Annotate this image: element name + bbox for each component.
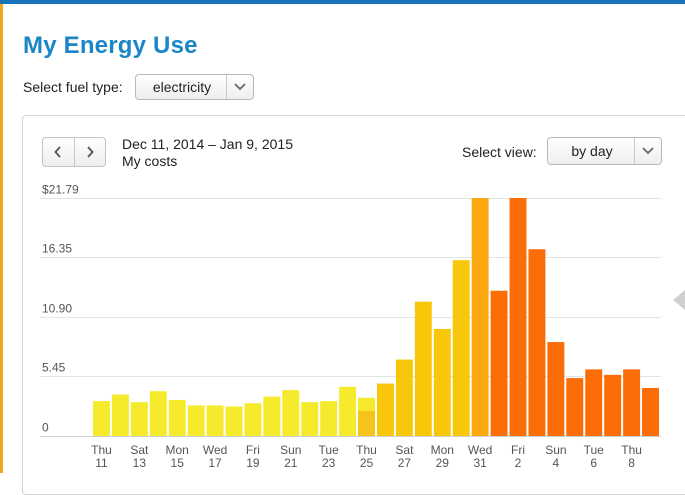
- chevron-down-icon[interactable]: [226, 75, 253, 99]
- fuel-type-value: electricity: [152, 79, 212, 95]
- y-tick-label: $21.79: [42, 183, 79, 197]
- x-tick-date: 6: [590, 456, 597, 470]
- x-tick-day: Wed: [203, 443, 227, 457]
- fuel-type-label: Select fuel type:: [23, 79, 123, 95]
- metric-label: My costs: [122, 153, 178, 169]
- x-tick-date: 8: [628, 456, 635, 470]
- x-tick-day: Sat: [395, 443, 414, 457]
- y-tick-label: 16.35: [42, 242, 72, 256]
- bar[interactable]: [452, 260, 470, 436]
- bar[interactable]: [225, 406, 243, 436]
- x-tick-date: 15: [171, 456, 185, 470]
- x-tick-day: Thu: [356, 443, 377, 457]
- x-tick-date: 21: [284, 456, 298, 470]
- bar[interactable]: [642, 387, 659, 436]
- chevron-down-icon[interactable]: [634, 138, 661, 164]
- x-tick-day: Wed: [468, 443, 492, 457]
- x-tick-day: Thu: [91, 443, 112, 457]
- x-tick-day: Tue: [319, 443, 340, 457]
- view-value: by day: [571, 143, 613, 159]
- x-tick-date: 4: [553, 456, 560, 470]
- bar[interactable]: [282, 390, 300, 436]
- bar[interactable]: [623, 369, 641, 436]
- bar[interactable]: [244, 403, 262, 436]
- bar[interactable]: [566, 378, 584, 436]
- bar[interactable]: [433, 328, 451, 436]
- bar[interactable]: [490, 290, 508, 436]
- x-tick-day: Sat: [130, 443, 149, 457]
- bar[interactable]: [339, 386, 357, 436]
- bar[interactable]: [187, 405, 205, 436]
- chevron-right-icon: [87, 146, 94, 158]
- x-axis-labels: Thu11Sat13Mon15Wed17Fri19Sun21Tue23Thu25…: [91, 443, 642, 470]
- bar[interactable]: [93, 401, 110, 436]
- x-tick-day: Fri: [511, 443, 525, 457]
- top-accent-bar: [0, 0, 685, 4]
- chevron-left-icon: [54, 146, 61, 158]
- y-tick-label: 10.90: [42, 302, 72, 316]
- x-tick-date: 2: [515, 456, 522, 470]
- y-axis-ticks: 0 5.45 10.90 16.35 $21.79: [42, 183, 79, 435]
- next-period-button[interactable]: [73, 138, 106, 166]
- bar[interactable]: [206, 405, 224, 436]
- x-tick-day: Sun: [545, 443, 566, 457]
- fuel-type-select[interactable]: electricity: [135, 74, 254, 100]
- bar-segment[interactable]: [358, 410, 375, 436]
- x-tick-date: 23: [322, 456, 336, 470]
- view-select[interactable]: by day: [547, 137, 662, 165]
- bar[interactable]: [414, 301, 432, 436]
- bar[interactable]: [509, 198, 527, 436]
- bar[interactable]: [168, 399, 186, 436]
- bar[interactable]: [471, 198, 489, 436]
- triangle-left-icon[interactable]: [673, 290, 685, 310]
- page-title: My Energy Use: [23, 32, 198, 59]
- x-tick-date: 31: [473, 456, 487, 470]
- previous-period-button[interactable]: [43, 138, 74, 166]
- x-tick-day: Sun: [280, 443, 301, 457]
- bar[interactable]: [111, 394, 129, 436]
- left-accent-bar: [0, 4, 3, 473]
- bar[interactable]: [301, 402, 319, 436]
- bar[interactable]: [395, 359, 413, 436]
- bar[interactable]: [130, 402, 148, 436]
- bar[interactable]: [149, 391, 167, 436]
- bar[interactable]: [528, 249, 546, 436]
- x-tick-day: Thu: [621, 443, 642, 457]
- x-tick-day: Fri: [246, 443, 260, 457]
- date-nav: [42, 137, 106, 167]
- x-tick-date: 13: [133, 456, 147, 470]
- bar[interactable]: [377, 383, 394, 436]
- x-tick-day: Mon: [166, 443, 189, 457]
- bars: [93, 198, 659, 436]
- date-range: Dec 11, 2014 – Jan 9, 2015: [122, 136, 293, 152]
- x-tick-date: 27: [398, 456, 412, 470]
- bar[interactable]: [320, 401, 338, 436]
- x-tick-day: Tue: [584, 443, 605, 457]
- x-tick-date: 29: [436, 456, 450, 470]
- x-tick-date: 17: [208, 456, 222, 470]
- x-tick-date: 25: [360, 456, 374, 470]
- x-tick-day: Mon: [431, 443, 454, 457]
- view-label: Select view:: [462, 144, 537, 160]
- bar[interactable]: [585, 369, 603, 436]
- bar[interactable]: [547, 342, 565, 436]
- x-tick-date: 11: [95, 456, 108, 470]
- bar[interactable]: [604, 374, 622, 436]
- x-tick-date: 19: [246, 456, 260, 470]
- y-tick-label: 5.45: [42, 361, 66, 375]
- bar[interactable]: [263, 396, 281, 436]
- y-tick-label: 0: [42, 421, 49, 435]
